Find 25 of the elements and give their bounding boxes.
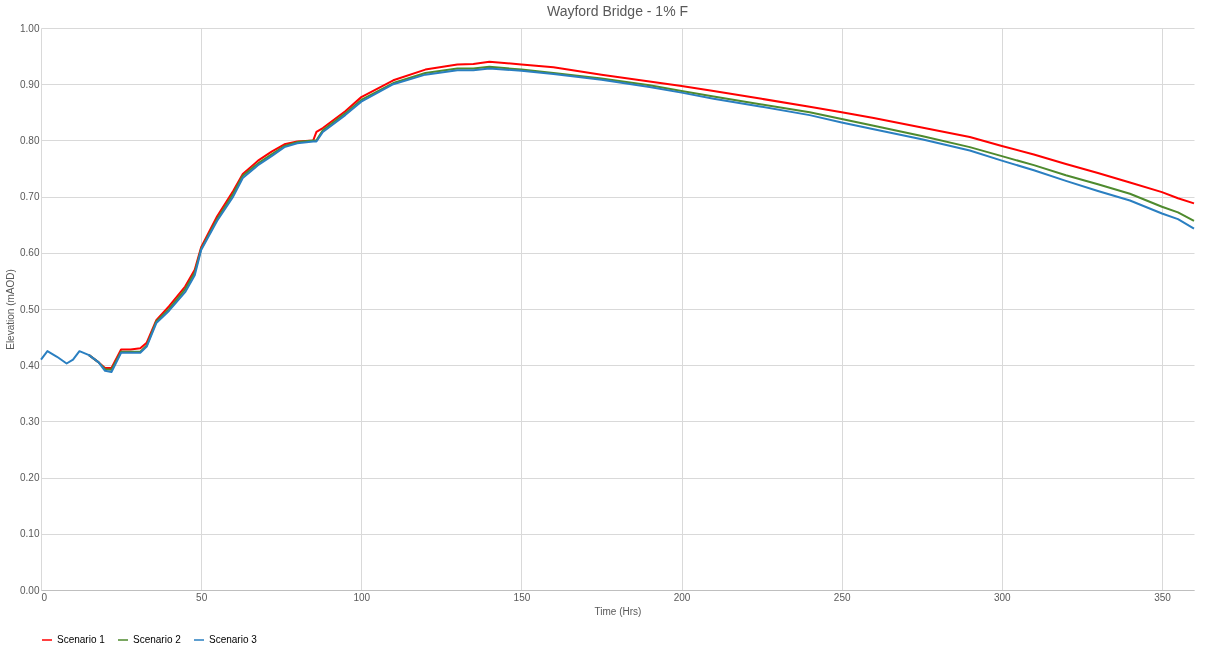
- y-tick-label: 0.70: [20, 191, 40, 203]
- x-tick-label: 100: [353, 591, 371, 603]
- legend-label: Scenario 3: [209, 634, 258, 645]
- y-tick-label: 0.80: [20, 134, 40, 146]
- x-tick-label: 0: [41, 591, 48, 603]
- y-tick-label: 0.30: [20, 415, 40, 427]
- y-tick-label: 0.00: [20, 584, 40, 596]
- legend-label: Scenario 1: [57, 634, 106, 645]
- y-tick-label: 0.20: [20, 472, 40, 484]
- x-tick-label: 150: [513, 591, 531, 603]
- chart-title: Wayford Bridge - 1% F: [546, 3, 689, 19]
- x-tick-label: 200: [673, 591, 691, 603]
- y-tick-label: 0.50: [20, 303, 40, 315]
- y-axis-title: Elevation (mAOD): [5, 269, 17, 350]
- x-axis-title: Time (Hrs): [594, 605, 642, 617]
- legend-label: Scenario 2: [133, 634, 182, 645]
- y-tick-label: 0.10: [20, 528, 40, 540]
- x-tick-label: 300: [993, 591, 1012, 603]
- y-tick-label: 1.00: [20, 22, 40, 34]
- y-tick-label: 0.90: [20, 78, 40, 90]
- y-tick-label: 0.40: [20, 359, 40, 371]
- y-tick-label: 0.60: [20, 247, 40, 259]
- x-tick-label: 350: [1154, 591, 1172, 603]
- x-tick-label: 50: [196, 591, 208, 603]
- x-tick-label: 250: [833, 591, 851, 603]
